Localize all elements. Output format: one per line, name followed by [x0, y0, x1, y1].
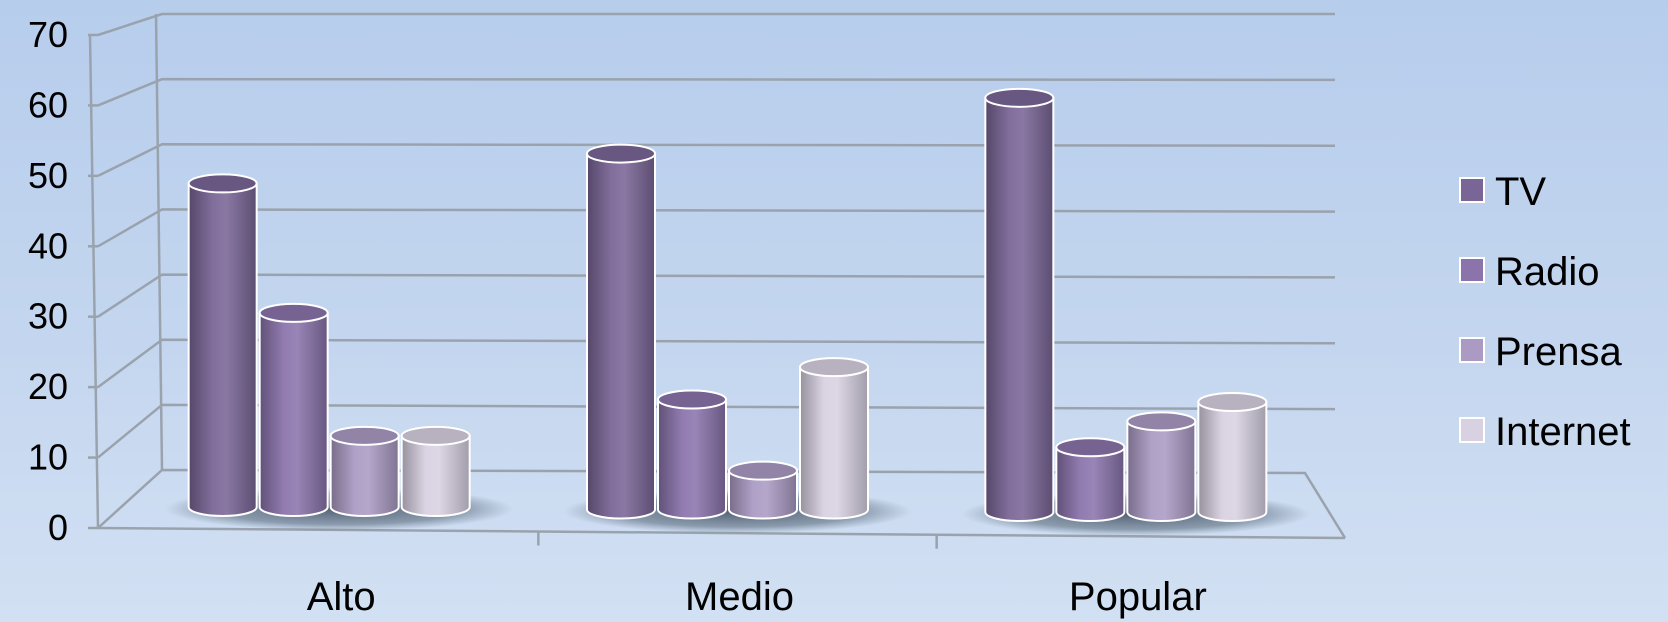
bar-body-medio-tv	[586, 152, 656, 520]
bar-medio-internet	[799, 357, 869, 520]
legend-label-tv: TV	[1495, 170, 1546, 214]
y-tick-label-50: 50	[28, 155, 68, 196]
legend-label-radio: Radio	[1495, 250, 1600, 294]
legend-swatch-internet	[1459, 417, 1485, 443]
bar-medio-tv	[586, 143, 656, 520]
y-axis-line	[88, 34, 100, 529]
bar-popular-tv	[984, 87, 1055, 522]
bar-top-alto-tv	[187, 173, 258, 194]
gridlines	[97, 12, 1336, 459]
back-left-edge	[154, 13, 164, 471]
bar-alto-internet	[400, 425, 471, 517]
y-tick-labels: 0 10 20 30 40 50 60 70	[28, 14, 68, 548]
bar-body-medio-radio	[657, 398, 727, 520]
bar-medio-prensa	[728, 460, 798, 520]
bar-body-popular-internet	[1197, 400, 1268, 522]
bar-body-alto-internet	[400, 434, 471, 517]
y-tick-label-40: 40	[28, 225, 68, 266]
bar-body-popular-tv	[984, 96, 1055, 522]
legend-swatch-tv	[1459, 177, 1485, 203]
bar-body-popular-radio	[1055, 446, 1126, 522]
bar-alto-radio	[258, 302, 329, 517]
legend-item-tv: TV	[1459, 170, 1546, 214]
bar-top-medio-tv	[586, 143, 656, 164]
y-tick-label-0: 0	[48, 507, 68, 548]
bar-body-alto-prensa	[329, 434, 400, 517]
gridline-20	[97, 338, 1336, 389]
legend-swatch-prensa	[1459, 337, 1485, 363]
bar-top-popular-internet	[1197, 391, 1268, 412]
y-tick-label-30: 30	[28, 296, 68, 337]
bar-alto-prensa	[329, 425, 400, 517]
bar-top-medio-prensa	[728, 460, 798, 481]
bar-alto-tv	[187, 173, 258, 517]
bar-body-medio-internet	[799, 366, 869, 520]
y-tick-label-60: 60	[28, 84, 68, 125]
legend-item-prensa: Prensa	[1459, 330, 1622, 374]
bar-body-alto-radio	[258, 311, 329, 517]
bar-top-popular-tv	[984, 87, 1055, 108]
y-tick-label-10: 10	[28, 437, 68, 478]
bars	[187, 87, 1268, 522]
bar-top-medio-internet	[799, 357, 869, 378]
bar-popular-radio	[1055, 437, 1126, 522]
legend-item-internet: Internet	[1459, 410, 1631, 454]
bar-body-alto-tv	[187, 182, 258, 517]
category-label-medio: Medio	[685, 575, 794, 619]
category-label-alto: Alto	[307, 575, 376, 619]
legend-label-prensa: Prensa	[1495, 330, 1622, 374]
bar-top-alto-internet	[400, 425, 471, 446]
bar-top-alto-prensa	[329, 425, 400, 446]
bar-top-medio-radio	[657, 389, 727, 410]
bar-body-medio-prensa	[728, 469, 798, 520]
bar-top-alto-radio	[258, 302, 329, 323]
bar-top-popular-prensa	[1126, 411, 1197, 432]
bar-body-popular-prensa	[1126, 420, 1197, 522]
y-tick-label-70: 70	[28, 14, 68, 55]
bar-medio-radio	[657, 389, 727, 520]
gridline-30	[97, 273, 1336, 318]
gridline-70	[97, 12, 1335, 37]
legend-label-internet: Internet	[1495, 410, 1631, 454]
legend: TV Radio Prensa Internet	[1459, 170, 1631, 454]
gridline-60	[97, 77, 1336, 107]
gridline-50	[97, 143, 1336, 177]
bar-top-popular-radio	[1055, 437, 1126, 458]
legend-swatch-radio	[1459, 257, 1485, 283]
bar-popular-internet	[1197, 391, 1268, 522]
category-label-popular: Popular	[1069, 575, 1207, 619]
category-labels: Alto Medio Popular	[307, 575, 1207, 619]
gridline-40	[97, 208, 1336, 248]
legend-item-radio: Radio	[1459, 250, 1600, 294]
y-tick-label-20: 20	[28, 366, 68, 407]
bar-popular-prensa	[1126, 411, 1197, 522]
